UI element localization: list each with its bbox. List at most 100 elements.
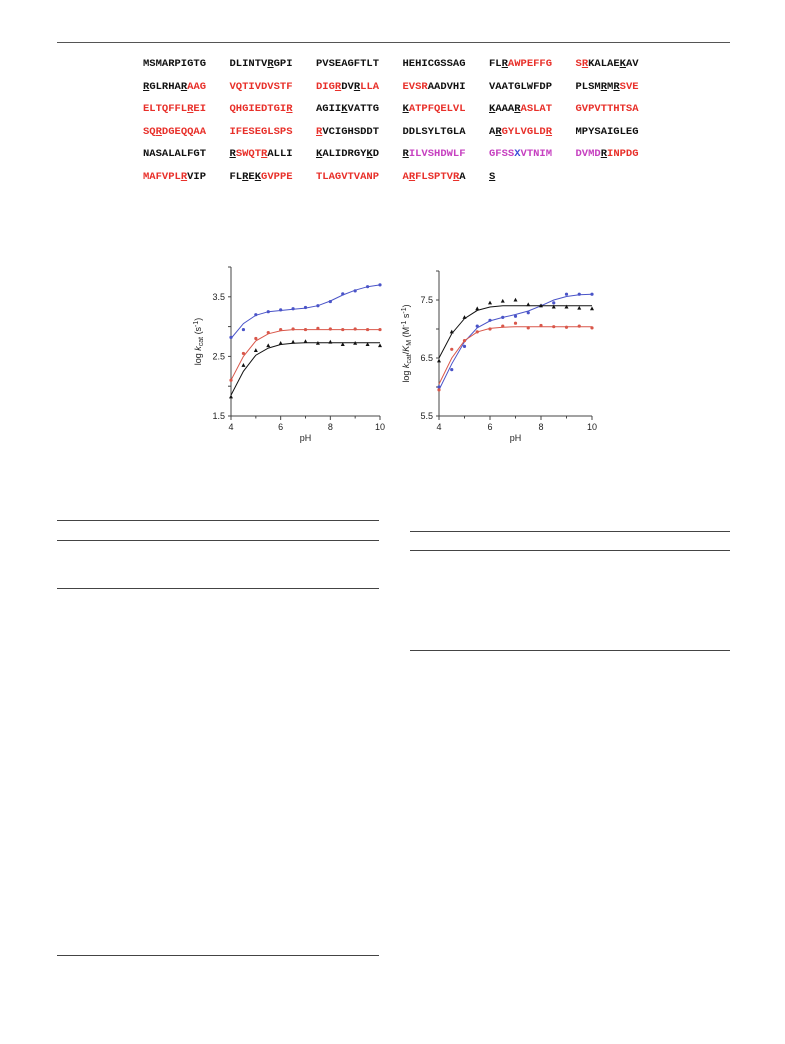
fit-curve [438,326,592,385]
sequence-block: DDLSYLTGLA [403,121,490,144]
underlined-residue: K [366,148,373,160]
data-point [353,327,357,331]
underlined-residue: R [581,58,589,70]
data-point [437,358,441,363]
sequence-segment: MAFVPL [143,170,181,183]
sequence-segment: ELTQFFL [143,103,188,115]
sequence-segment: SQ [143,125,156,138]
data-point [266,343,271,348]
table-rule [57,588,379,589]
data-point [449,329,454,334]
sequence-segment: A [489,125,496,138]
data-point [253,348,258,352]
data-point [462,344,467,348]
data-point [577,292,581,296]
sequence-segment: DGEQQAA [161,125,207,138]
sequence-segment: DIG [316,80,335,93]
x-axis-label: pH [510,433,522,443]
sequence-segment: EVSR [402,80,428,93]
data-point [341,327,345,332]
underlined-residue: R [229,148,236,160]
sequence-block: DVMDRINPDG [576,143,663,166]
underlined-residue: R [180,80,188,93]
underlined-residue: R [613,80,620,93]
sequence-segment: HEHICGSSAG [402,58,466,70]
data-point [513,321,518,325]
sequence-segment: QHGIEDTGI [229,103,287,115]
sequence-segment: DLINTV [229,58,268,70]
sequence-segment: A [402,170,409,183]
data-point [303,305,308,310]
table-rule [57,520,379,521]
sequence-block: DIGRDVRLLA [316,76,403,99]
y-tick-label: 2.5 [212,351,225,361]
data-point [450,347,454,351]
y-axis-label-part: cat [198,337,205,346]
data-point [328,339,333,344]
data-point [539,303,543,308]
x-tick-label: 4 [228,422,233,432]
sequence-segment: VATTG [347,103,380,115]
sequence-block: GFSSXVTNIM [489,143,576,166]
data-point [488,300,492,305]
sequence-block: NASALALFGT [143,143,230,166]
data-point [378,327,382,332]
data-point [353,340,358,345]
sequence-segment: E [248,170,255,183]
y-axis-label-part: k [193,346,203,351]
y-axis-label-part: ) [193,318,203,321]
sequence-block: PVSEAGFTLT [316,53,403,76]
sequence-block: RGLRHARAAG [143,76,230,99]
y-tick-label: 3.5 [212,292,225,302]
protein-sequence: MSMARPIGTG DLINTVRGPI PVSEAGFTLT HEHICGSSAG… [143,53,662,188]
sequence-segment: ASLAT [520,103,553,115]
data-point [590,292,594,296]
sequence-segment: FL [229,170,243,183]
y-axis-label-part: log [193,351,203,366]
underlined-residue: K [619,58,626,70]
sequence-block: HEHICGSSAG [403,53,490,76]
sequence-segment: VCIGHSDDT [322,125,380,138]
data-point [340,342,345,346]
y-tick-label: 1.5 [212,411,225,421]
y-axis-label-part: K [401,345,411,352]
sequence-row: ELTQFFLREI QHGIEDTGIR AGIIKVATTG KATPFQELVL… [143,98,662,121]
y-axis-label-part: -1 [193,321,200,327]
data-point [229,378,233,382]
y-axis-label-part: log [401,368,411,383]
data-point [278,340,283,345]
sequence-segment: M [607,80,614,93]
sequence-block: KALIDRGYKD [316,143,403,166]
data-point [526,326,530,330]
y-axis-label: log kcat (s-1) [193,318,205,366]
data-point [315,340,320,345]
sequence-segment: EI [193,103,207,115]
data-point [475,330,479,334]
y-tick-label: 5.5 [420,411,433,421]
underlined-residue: R [286,103,293,115]
data-point [328,299,332,304]
data-point [328,327,332,331]
sequence-row: MSMARPIGTG DLINTVRGPI PVSEAGFTLT HEHICGSSAG… [143,53,662,76]
data-point [450,368,454,372]
data-point [316,326,320,330]
sequence-block: KAAARASLAT [489,98,576,121]
sequence-segment: ATPFQELVL [408,103,466,115]
underlined-residue: R [408,170,416,183]
data-point [365,285,370,289]
sequence-segment: DVMD [575,148,601,160]
data-point [526,311,530,315]
data-point [241,363,246,367]
data-point [254,313,258,317]
data-point [291,339,296,344]
underlined-residue: R [353,80,361,93]
underlined-residue: R [545,125,553,138]
data-point [241,327,246,332]
sequence-block: EVSRAADVHI [403,76,490,99]
fit-curve [438,293,593,391]
underlined-residue: R [452,170,460,183]
table-rule [57,540,379,541]
data-point [501,324,505,328]
underlined-residue: K [402,103,409,115]
underlined-residue: R [187,103,194,115]
